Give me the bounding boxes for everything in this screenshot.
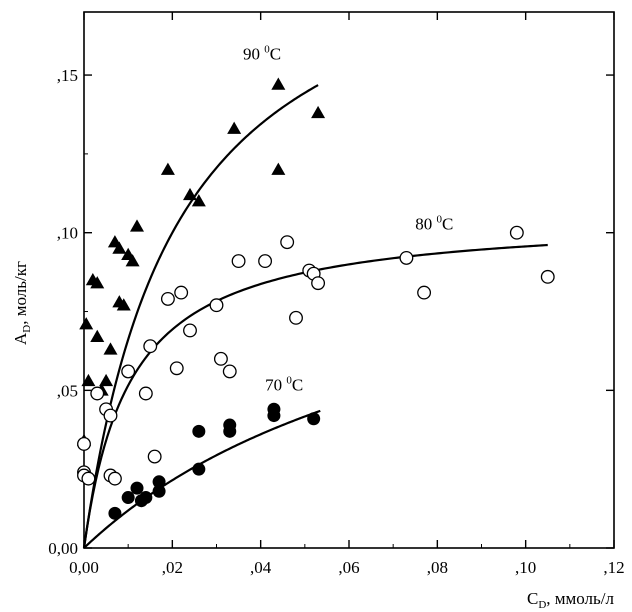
triangle-point (191, 194, 206, 207)
open-circle-point (183, 323, 197, 338)
triangle-point (79, 317, 94, 330)
curve-label: 70 0C (265, 374, 303, 394)
triangle-point (81, 373, 96, 387)
triangle-point (90, 329, 105, 343)
fit-curve (82, 243, 548, 549)
triangle-point (227, 121, 242, 134)
triangle-point (311, 105, 326, 119)
x-tick-label: ,08 (427, 558, 448, 577)
triangle-point (130, 219, 144, 232)
open-circle-point (258, 254, 273, 269)
filled-circle-point (152, 475, 166, 489)
open-circle-point (174, 285, 189, 300)
filled-circle-point (267, 409, 281, 423)
triangle-point (103, 342, 118, 355)
fit-curve (82, 84, 319, 549)
x-tick-label: ,02 (162, 558, 183, 577)
open-circle-point (540, 269, 555, 284)
filled-circle-point (130, 481, 144, 495)
open-circle-point (280, 235, 295, 250)
triangle-point (160, 162, 175, 175)
triangle-point (183, 187, 197, 201)
y-tick-label: ,15 (57, 66, 78, 85)
open-circle-point (289, 310, 303, 325)
open-circle-point (160, 291, 175, 306)
open-circle-point (169, 361, 184, 376)
open-circle-point (399, 250, 414, 265)
filled-circle-point (307, 412, 321, 426)
open-circle-point (147, 449, 162, 464)
x-tick-label: 0,00 (69, 558, 99, 577)
open-circle-point (121, 364, 136, 379)
curve-label: 80 0C (415, 214, 453, 234)
plot-border (83, 11, 615, 549)
filled-circle-point (121, 491, 135, 505)
triangle-point (271, 162, 286, 175)
open-circle-point (103, 408, 118, 423)
open-circle-point (311, 276, 326, 291)
open-circle-point (107, 471, 122, 486)
open-circle-point (222, 364, 237, 379)
open-circle-point (90, 386, 105, 401)
data-points (77, 77, 555, 520)
tick-marks (83, 12, 615, 549)
filled-circle-point (152, 484, 166, 498)
x-tick-label: ,06 (338, 558, 359, 577)
triangle-point (90, 276, 105, 289)
filled-circle-point (108, 506, 122, 520)
y-axis-title: AD, моль/кг (11, 261, 33, 345)
curve-label: 90 0C (243, 43, 281, 63)
open-circle-point (77, 437, 91, 451)
x-tick-label: ,10 (515, 558, 536, 577)
triangle-point (99, 373, 114, 387)
filled-circle-point (223, 424, 237, 438)
y-tick-label: ,05 (57, 381, 78, 400)
open-circle-point (509, 225, 524, 240)
filled-circle-point (192, 462, 206, 476)
fit-curve (83, 409, 321, 549)
open-circle-point (231, 254, 246, 269)
open-circle-point (143, 339, 158, 354)
open-circle-point (81, 471, 96, 486)
triangle-point (125, 254, 140, 267)
filled-circle-point (192, 424, 206, 438)
open-circle-point (138, 386, 153, 401)
open-circle-point (209, 298, 224, 313)
x-axis-title: CD, ммоль/л (527, 589, 615, 611)
x-tick-label: ,12 (603, 558, 624, 577)
open-circle-point (417, 285, 432, 300)
y-axis-title-group: AD, моль/кг (11, 261, 33, 345)
text-labels: 0,00 ,02 ,04 ,06 ,08 ,10 ,12 0,00 ,05 ,10 ,15 90 0C… (11, 43, 625, 611)
plot-frame (83, 11, 615, 549)
y-tick-label: 0,00 (48, 539, 78, 558)
x-tick-label: ,04 (250, 558, 272, 577)
triangle-point (116, 298, 131, 311)
filled-circle-point (139, 491, 153, 505)
triangle-point (112, 241, 127, 254)
y-tick-label: ,10 (57, 224, 78, 243)
open-circle-point (213, 351, 228, 366)
triangle-point (271, 77, 286, 90)
